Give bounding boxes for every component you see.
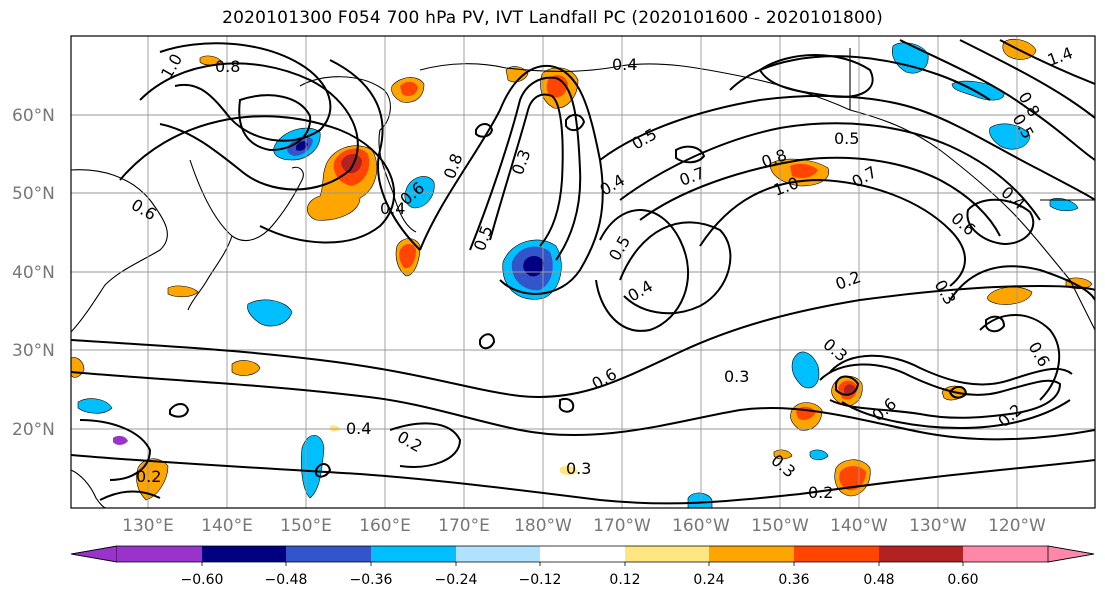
colorbar-tick-label: −0.60 xyxy=(181,572,224,588)
colorbar-tick-label: 0.48 xyxy=(863,572,894,588)
map-title: 2020101300 F054 700 hPa PV, IVT Landfall… xyxy=(222,8,883,28)
colorbar-segment xyxy=(963,546,1048,562)
contour-label: 0.2 xyxy=(136,467,161,486)
lon-label: 150°W xyxy=(751,516,809,536)
lon-label: 160°E xyxy=(359,516,411,536)
colorbar: −0.60 −0.48 −0.36 −0.24 −0.12 0.12 0.24 … xyxy=(70,545,1095,588)
colorbar-segment xyxy=(117,546,202,562)
colorbar-segment xyxy=(794,546,879,562)
lon-label: 140°E xyxy=(201,516,253,536)
latitude-labels: 20°N 30°N 40°N 50°N 60°N xyxy=(12,106,55,440)
map-frame xyxy=(70,35,1096,509)
ivt-shading xyxy=(71,38,1093,508)
contour-label: 0.4 xyxy=(346,419,371,438)
colorbar-segment xyxy=(456,546,540,562)
graticule xyxy=(71,36,1095,508)
colorbar-segment xyxy=(709,546,794,562)
colorbar-tick-label: 0.60 xyxy=(947,572,978,588)
colorbar-tick-label: −0.12 xyxy=(519,572,562,588)
lon-label: 140°W xyxy=(830,516,888,536)
colorbar-extend-low xyxy=(70,545,118,563)
colorbar-tick-label: −0.36 xyxy=(350,572,393,588)
colorbar-tick-label: 0.24 xyxy=(693,572,724,588)
colorbar-segment xyxy=(371,546,456,562)
contour-label: 0.4 xyxy=(612,55,637,74)
colorbar-tick-label: 0.12 xyxy=(609,572,640,588)
colorbar-segment xyxy=(540,546,625,562)
colorbar-tick-label: −0.48 xyxy=(265,572,308,588)
colorbar-segment xyxy=(202,546,286,562)
lat-label: 30°N xyxy=(12,341,55,361)
contour-label: 0.3 xyxy=(724,367,749,386)
contour-label: 0.8 xyxy=(215,57,240,76)
contour-label: 0.3 xyxy=(566,459,591,478)
colorbar-tick-label: −0.24 xyxy=(435,572,478,588)
colorbar-segment xyxy=(286,546,371,562)
lat-label: 40°N xyxy=(12,263,55,283)
lon-label: 180°W xyxy=(514,516,572,536)
colorbar-segment xyxy=(625,546,709,562)
lon-label: 130°E xyxy=(122,516,174,536)
colorbar-extend-high xyxy=(1047,545,1095,563)
contour-label: 0.5 xyxy=(834,129,859,148)
lon-label: 130°W xyxy=(909,516,967,536)
pv-contours xyxy=(71,39,1095,505)
lat-label: 20°N xyxy=(12,420,55,440)
colorbar-tick-label: 0.36 xyxy=(778,572,809,588)
contour-label: 0.2 xyxy=(808,483,833,502)
lat-label: 50°N xyxy=(12,184,55,204)
contour-label: 0.4 xyxy=(380,199,405,218)
lon-label: 150°E xyxy=(280,516,332,536)
lon-label: 170°W xyxy=(593,516,651,536)
longitude-labels: 130°E 140°E 150°E 160°E 170°E 180°W 170°… xyxy=(122,516,1046,536)
colorbar-segment xyxy=(879,546,963,562)
lon-label: 170°E xyxy=(438,516,490,536)
lon-label: 160°W xyxy=(672,516,730,536)
lat-label: 60°N xyxy=(12,106,55,126)
lon-label: 120°W xyxy=(988,516,1046,536)
